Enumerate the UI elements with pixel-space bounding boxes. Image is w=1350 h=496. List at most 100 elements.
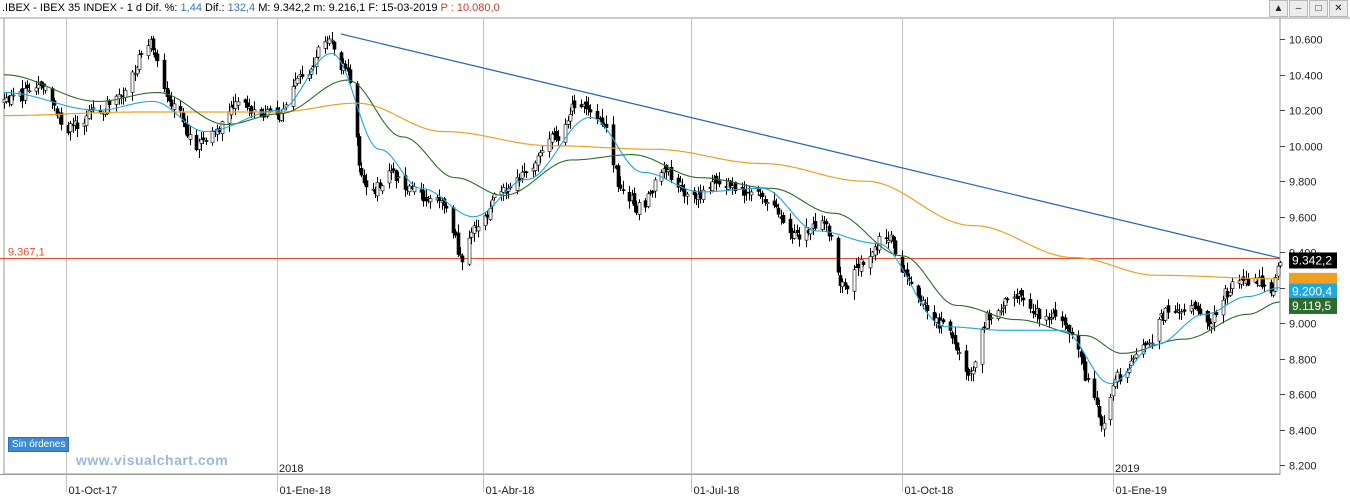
candle-body [421, 190, 426, 202]
candle-body [1228, 291, 1233, 296]
candle-body [905, 269, 910, 277]
candle-body [343, 63, 348, 69]
candle-body [666, 169, 671, 172]
candle-body [43, 85, 48, 91]
candle-body [476, 226, 481, 232]
candle-body [444, 205, 449, 209]
candle-body [540, 150, 545, 154]
dif-pct-label: Dif. %: [145, 2, 178, 14]
candle-body [982, 326, 987, 329]
candle-body [265, 109, 270, 117]
candle-body [155, 53, 160, 62]
candle-body [1273, 277, 1278, 292]
candle-body [618, 184, 623, 189]
candle-body [948, 321, 953, 331]
candle-body [813, 220, 818, 229]
candle-body [1166, 305, 1171, 313]
last-value-marker-close [1289, 252, 1337, 269]
candle-body [781, 215, 786, 223]
orders-badge[interactable]: Sin órdenes [8, 437, 70, 452]
plot-area [3, 17, 1281, 475]
year-label: 2019 [1115, 463, 1139, 475]
candle-body [1097, 406, 1102, 418]
candle-body [1262, 284, 1267, 287]
candle-body [1246, 278, 1251, 286]
candle-body [763, 199, 768, 203]
candle-body [845, 285, 850, 290]
candle-body [210, 131, 215, 144]
candle-body [900, 256, 905, 273]
candle-body [1044, 315, 1049, 321]
candle-body [586, 105, 591, 110]
candle-body [797, 234, 802, 240]
candle-body [870, 251, 875, 257]
candle-body [556, 136, 561, 141]
candle-body [123, 89, 128, 98]
candle-body [364, 180, 369, 188]
candle-body [550, 133, 555, 143]
x-tick-label: 01-Ene-19 [1116, 485, 1167, 496]
candle-body [973, 361, 978, 369]
y-tick-label: 8.800 [1289, 355, 1317, 367]
candle-body [467, 237, 472, 265]
scroll-up-button[interactable]: ▲ [1269, 0, 1288, 17]
candle-body [456, 232, 461, 255]
candle-body [330, 39, 335, 42]
y-tick-label: 9.800 [1289, 177, 1317, 189]
candle-body [137, 54, 142, 70]
candle-body [194, 134, 199, 151]
candle-body [1214, 312, 1219, 316]
candle-body [1099, 416, 1104, 426]
ma-mid-line [4, 74, 1281, 354]
candle-body [9, 95, 14, 105]
candle-body [437, 197, 442, 201]
candle-body [1095, 397, 1100, 405]
candle-body [332, 41, 337, 50]
window-controls: ▲ – □ ✕ [1269, 0, 1348, 17]
candle-body [84, 115, 89, 127]
minimize-button[interactable]: – [1289, 0, 1308, 17]
candle-body [1193, 301, 1198, 309]
maximize-button[interactable]: □ [1309, 0, 1328, 17]
ma-slow-line [4, 102, 1280, 280]
candle-body [1092, 378, 1097, 398]
candle-body [91, 107, 96, 110]
candle-body [925, 305, 930, 312]
candle-body [923, 302, 928, 305]
candle-body [664, 164, 669, 173]
last-value-marker-ma-mid [1289, 297, 1337, 314]
y-tick-label: 9.000 [1289, 319, 1317, 331]
candle-body [181, 112, 186, 123]
candle-body [428, 198, 433, 203]
candle-body [1209, 323, 1214, 328]
candle-body [327, 38, 332, 44]
candle-body [1134, 353, 1139, 359]
candle-body [829, 235, 834, 237]
y-tick-label: 8.400 [1289, 426, 1317, 438]
candle-body [451, 207, 456, 234]
candle-body [632, 193, 637, 206]
candle-body [653, 179, 658, 192]
price-label: P : [440, 2, 454, 14]
candle-body [765, 202, 770, 205]
candle-body [460, 255, 465, 263]
symbol-label: .IBEX - IBEX 35 INDEX - 1 d [2, 2, 142, 14]
dif-value: 132,4 [227, 2, 256, 14]
candle-body [643, 200, 648, 208]
dif-pct-value: 1,44 [180, 2, 202, 14]
candle-body [520, 171, 525, 179]
candle-body [971, 370, 976, 375]
close-button[interactable]: ✕ [1329, 0, 1348, 17]
candle-body [1086, 378, 1091, 380]
y-tick-label: 10.200 [1289, 106, 1323, 118]
candle-body [188, 134, 193, 140]
x-tick-label: 01-Abr-18 [486, 485, 535, 496]
candle-body [375, 182, 380, 197]
candle-body [792, 232, 797, 239]
y-tick-label: 10.600 [1289, 35, 1323, 47]
candle-body [1060, 316, 1065, 322]
candle-body [678, 181, 683, 186]
candle-body [146, 45, 151, 56]
candle-body [1037, 308, 1042, 320]
